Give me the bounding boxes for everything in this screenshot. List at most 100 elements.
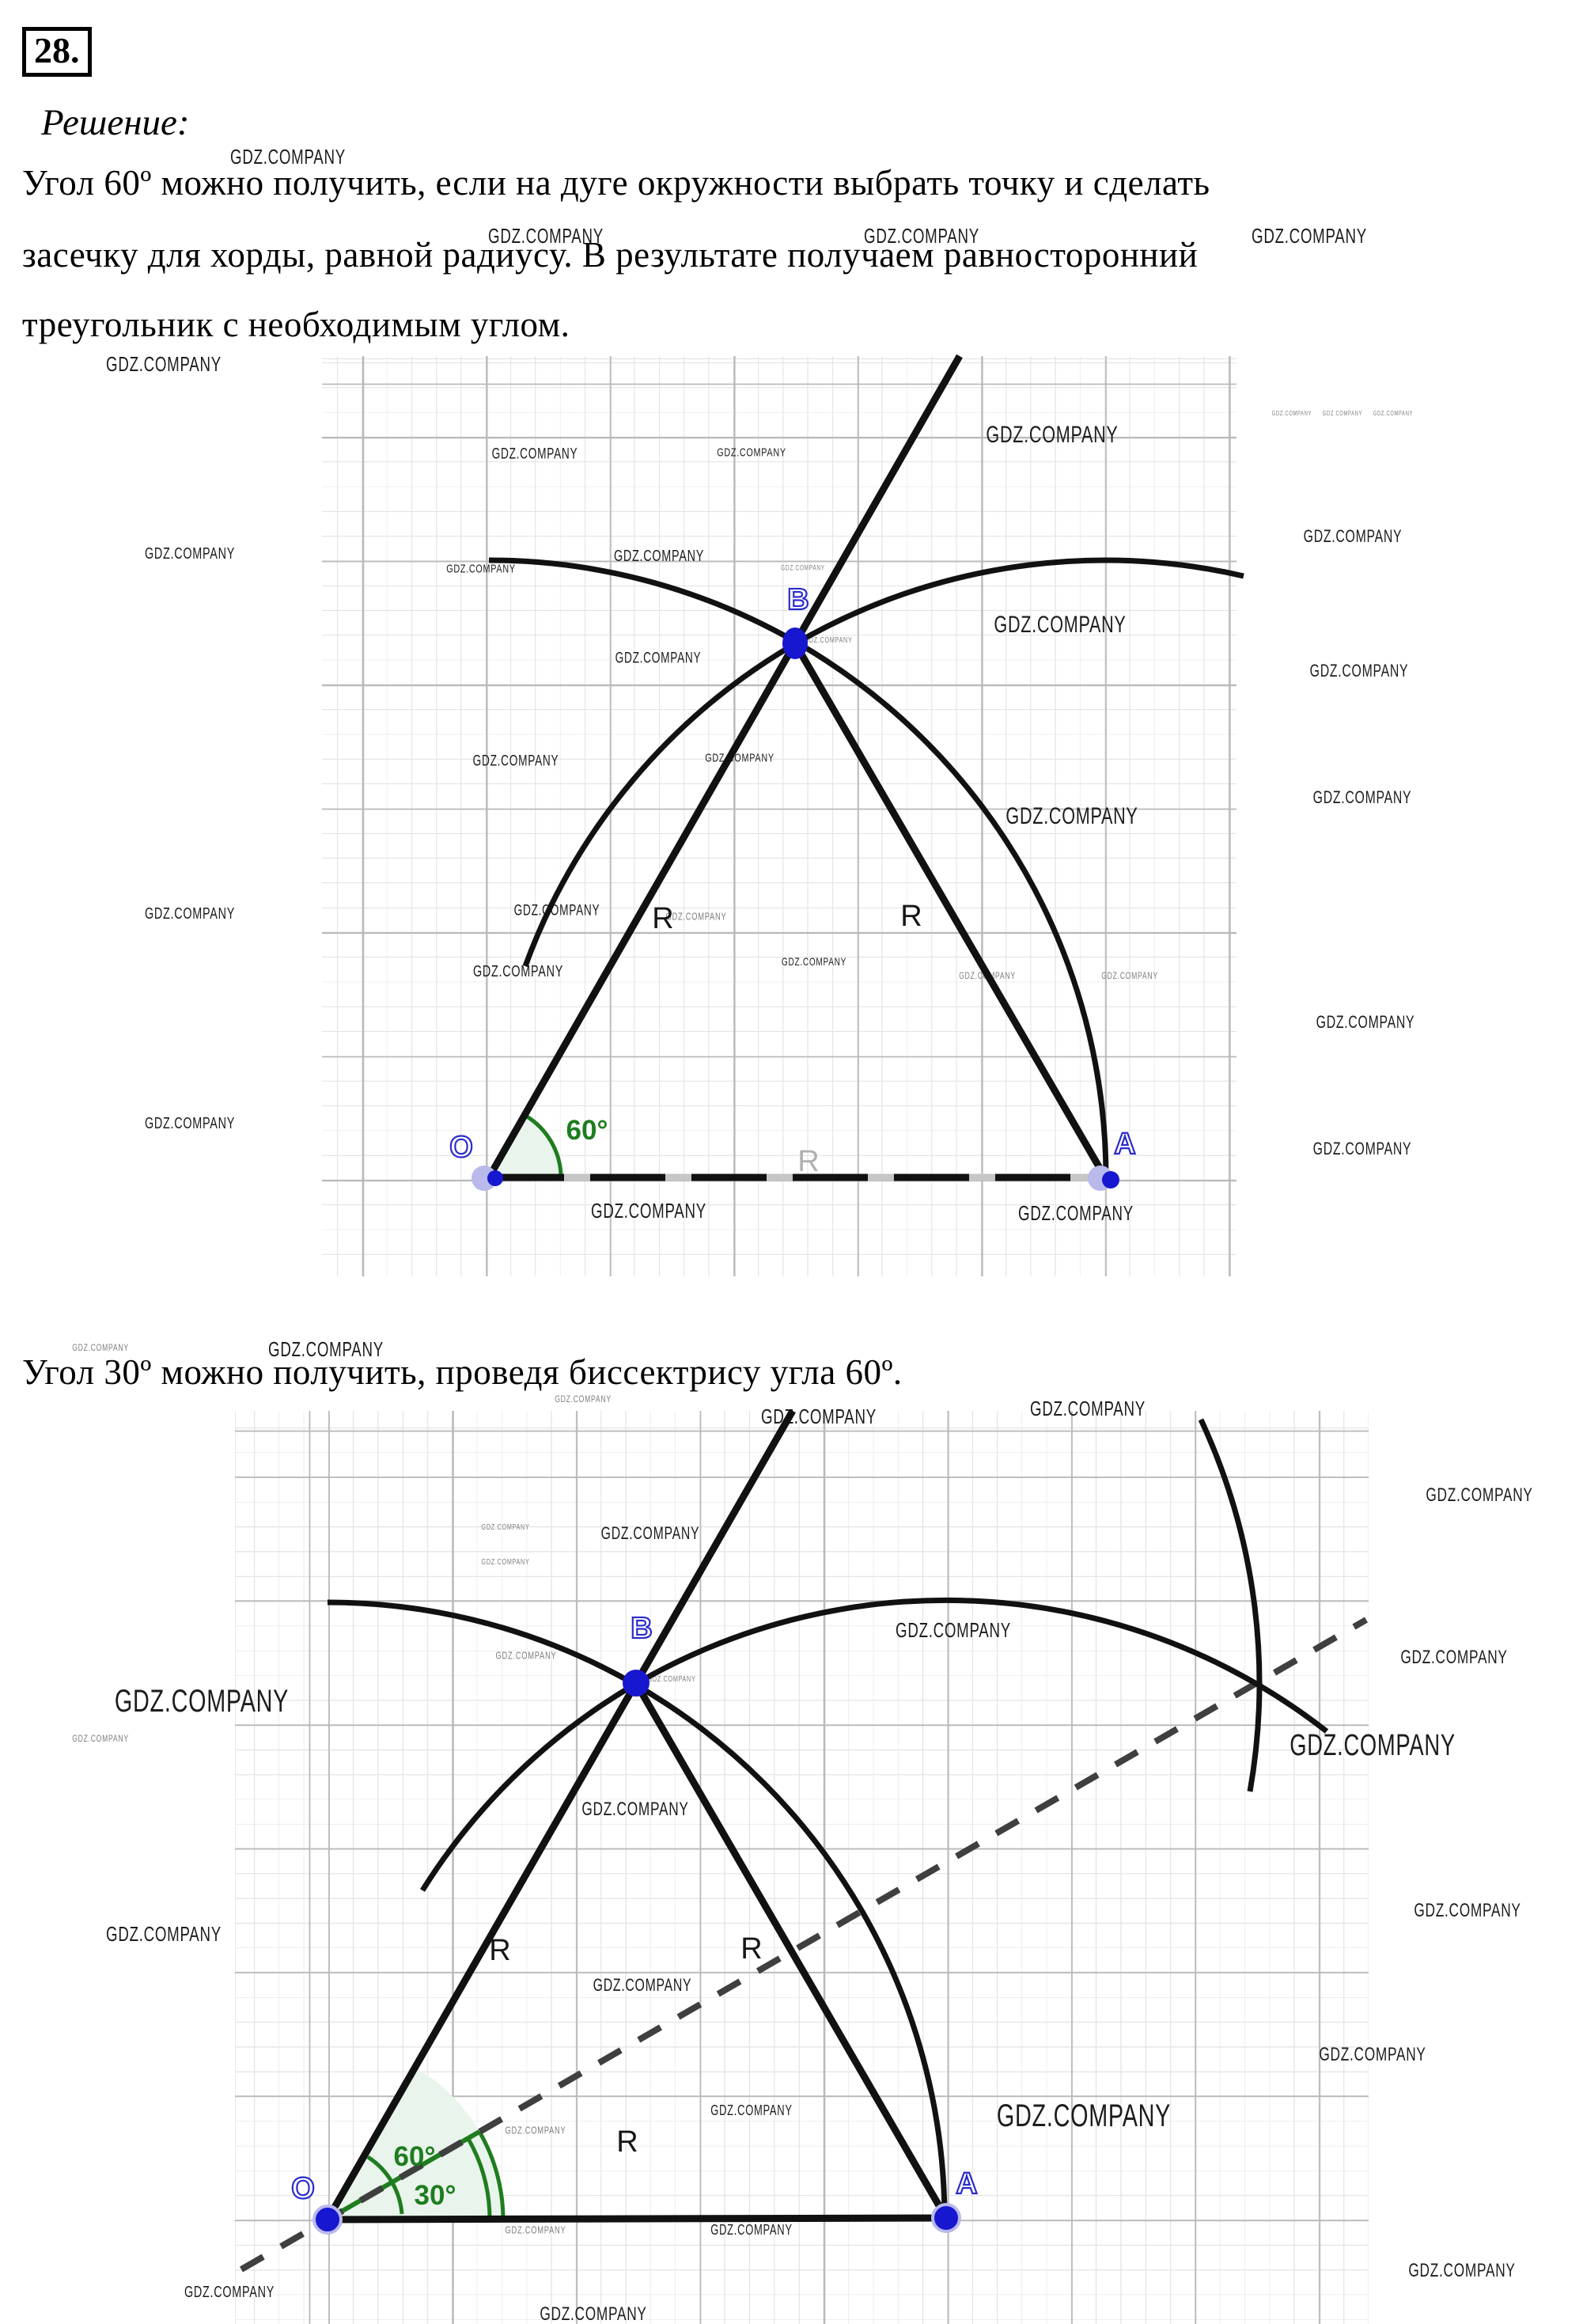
watermark: GDZ.COMPANY xyxy=(144,545,236,563)
figure1-label-b: B xyxy=(787,583,809,616)
watermark: GDZ.COMPANY xyxy=(106,1922,222,1946)
watermark: GDZ.COMPANY xyxy=(1400,1647,1508,1668)
problem-number: 28. xyxy=(22,27,92,77)
figure1-arc-center-a xyxy=(522,557,1244,968)
figure2-label-r-oa: R xyxy=(616,2125,638,2159)
watermark: GDZ.COMPANY xyxy=(1312,787,1412,807)
figure1-point-o xyxy=(487,1170,503,1186)
watermark: GDZ.COMPANY xyxy=(1316,1012,1415,1032)
watermark: GDZ.COMPANY xyxy=(505,2224,566,2236)
watermark: GDZ.COMPANY xyxy=(864,224,979,248)
figure1-point-b xyxy=(782,627,808,659)
watermark: GDZ.COMPANY xyxy=(488,224,604,248)
figure2-point-a xyxy=(931,2203,961,2233)
watermark: GDZ.COMPANY xyxy=(106,352,222,376)
figure2-angle-sector xyxy=(328,2068,503,2220)
figure2-bisector-dashed xyxy=(239,1617,1369,2273)
watermark: GDZ.COMPANY xyxy=(593,1975,692,1995)
watermark: GDZ.COMPANY xyxy=(994,612,1127,638)
figure1-segment-ab xyxy=(792,641,1108,1180)
watermark: GDZ.COMPANY xyxy=(781,563,825,572)
watermark: GDZ.COMPANY xyxy=(144,905,236,923)
watermark: GDZ.COMPANY xyxy=(481,1523,530,1532)
figure1-angle60-arc xyxy=(525,1114,563,1175)
watermark: GDZ.COMPANY xyxy=(710,2222,793,2238)
figure1-ray-ob xyxy=(486,354,963,1180)
watermark: GDZ.COMPANY xyxy=(804,636,853,645)
figure2-segment-oa xyxy=(327,2214,947,2224)
watermark: GDZ.COMPANY xyxy=(1309,661,1409,681)
watermark: GDZ.COMPANY xyxy=(1426,1484,1533,1506)
watermark: GDZ.COMPANY xyxy=(647,1675,696,1684)
figure2-ray-ob xyxy=(324,1408,796,2222)
figure2-label-angle30: 30° xyxy=(415,2180,456,2211)
watermark: GDZ.COMPANY xyxy=(1005,803,1138,829)
watermark: GDZ.COMPANY xyxy=(230,145,346,169)
figure1-angle60-sector xyxy=(489,1114,562,1177)
watermark: GDZ.COMPANY xyxy=(1373,410,1414,417)
watermark: GDZ.COMPANY xyxy=(896,1618,1011,1642)
paragraph2-line1: Угол 30º можно получить, проведя биссект… xyxy=(22,1352,903,1392)
watermark: GDZ.COMPANY xyxy=(540,2303,647,2324)
figure2-label-r-ob: R xyxy=(489,1934,510,1967)
figure2-label-angle60: 60° xyxy=(394,2141,436,2172)
figure2-point-b xyxy=(623,1670,649,1697)
figure2-arc-center-b xyxy=(1198,1418,1263,1792)
watermark: GDZ.COMPANY xyxy=(1322,410,1363,417)
watermark: GDZ.COMPANY xyxy=(72,1342,129,1353)
watermark: GDZ.COMPANY xyxy=(581,1799,689,1820)
paragraph1-line3: треугольник с необходимым углом. xyxy=(22,305,570,344)
watermark: GDZ.COMPANY xyxy=(481,1558,530,1567)
figure2-label-a: A xyxy=(956,2167,977,2201)
figure1-label-r-ab: R xyxy=(900,900,922,933)
figure1-label-r-ob: R xyxy=(652,902,673,935)
watermark: GDZ.COMPANY xyxy=(495,1649,557,1662)
figure2-angle30-outer-arc xyxy=(477,2130,506,2220)
watermark: GDZ.COMPANY xyxy=(986,422,1119,448)
watermark: GDZ.COMPANY xyxy=(1319,2044,1426,2065)
watermark: GDZ.COMPANY xyxy=(781,955,847,968)
figure2-label-r-ab: R xyxy=(740,1932,762,1966)
figure1-arc-center-o xyxy=(488,557,1109,1178)
watermark: GDZ.COMPANY xyxy=(1408,2260,1516,2281)
watermark: GDZ.COMPANY xyxy=(1303,526,1403,546)
watermark: GDZ.COMPANY xyxy=(591,1199,706,1223)
watermark: GDZ.COMPANY xyxy=(705,751,774,765)
watermark: GDZ.COMPANY xyxy=(114,1684,290,1719)
watermark: GDZ.COMPANY xyxy=(555,1393,612,1405)
paragraph1-line2: засечку для хорды, равной радиусу. В рез… xyxy=(22,235,1199,275)
watermark: GDZ.COMPANY xyxy=(615,650,702,667)
watermark: GDZ.COMPANY xyxy=(513,902,600,919)
figure2-label-o: O xyxy=(291,2172,315,2205)
watermark: GDZ.COMPANY xyxy=(472,963,564,980)
watermark: GDZ.COMPANY xyxy=(1252,224,1367,248)
figure1-label-a: A xyxy=(1114,1128,1135,1161)
watermark: GDZ.COMPANY xyxy=(1030,1397,1146,1420)
watermark: GDZ.COMPANY xyxy=(184,2284,275,2301)
watermark: GDZ.COMPANY xyxy=(1312,1139,1412,1158)
watermark: GDZ.COMPANY xyxy=(1414,1900,1521,1921)
watermark: GDZ.COMPANY xyxy=(144,1115,236,1132)
figure1-point-a xyxy=(1102,1171,1119,1189)
watermark: GDZ.COMPANY xyxy=(1101,970,1158,981)
watermark: GDZ.COMPANY xyxy=(268,1337,384,1361)
watermark: GDZ.COMPANY xyxy=(717,445,786,460)
watermark: GDZ.COMPANY xyxy=(613,548,705,565)
figure1-label-angle60: 60° xyxy=(566,1115,608,1146)
figure1: O A B 60° R R R xyxy=(449,354,1244,1191)
figure1-label-o: O xyxy=(449,1131,473,1164)
watermark: GDZ.COMPANY xyxy=(1271,410,1312,417)
figure2: O A B 60° 30° R R R xyxy=(239,1408,1369,2273)
watermark: GDZ.COMPANY xyxy=(446,562,516,576)
watermark: GDZ.COMPANY xyxy=(665,910,727,923)
watermark: GDZ.COMPANY xyxy=(1018,1201,1134,1225)
solution-heading: Решение: xyxy=(41,102,190,143)
figure1-grid xyxy=(322,356,1236,1276)
figure2-arc-center-a xyxy=(420,1597,1329,1892)
watermark: GDZ.COMPANY xyxy=(1290,1729,1456,1762)
figure1-label-r-oa: R xyxy=(797,1145,819,1178)
watermark: GDZ.COMPANY xyxy=(491,445,578,463)
figure2-angle30-inner-arc xyxy=(466,2137,492,2220)
